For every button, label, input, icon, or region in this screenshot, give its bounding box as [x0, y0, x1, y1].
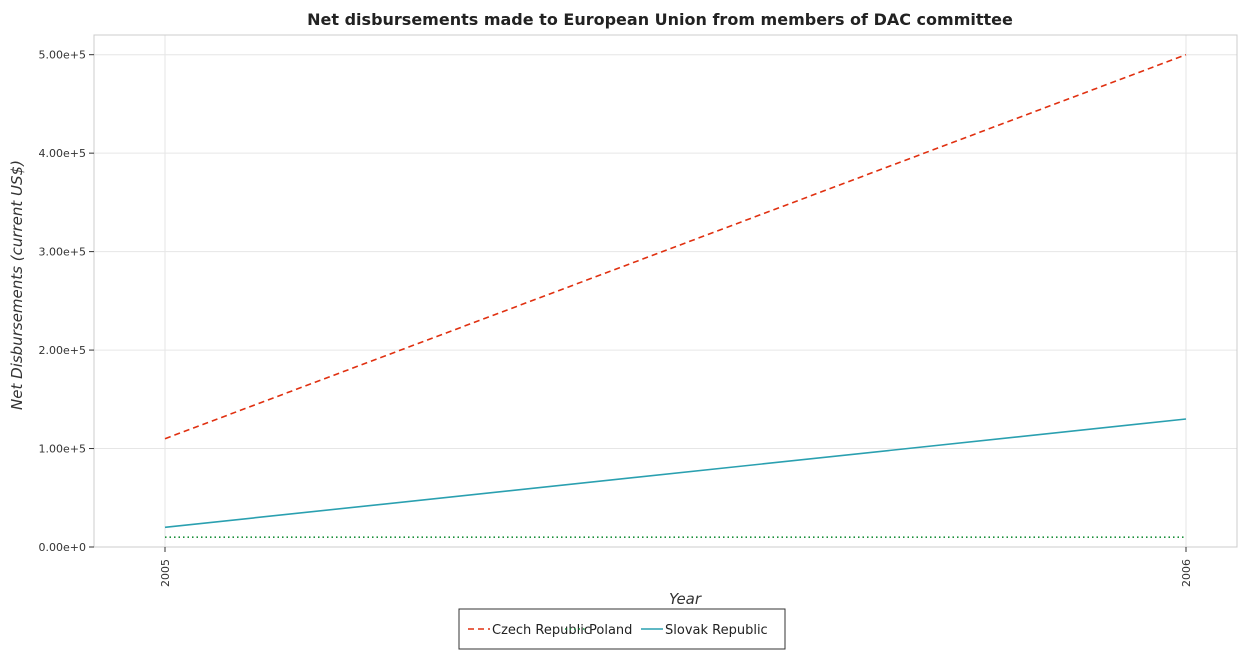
- y-tick-label: 2.00e+5: [39, 344, 86, 357]
- y-tick-label: 3.00e+5: [39, 246, 86, 259]
- series-line-czech-republic: [164, 53, 1187, 440]
- series-line-slovak-republic: [164, 418, 1187, 529]
- x-axis-label: Year: [669, 590, 702, 608]
- y-tick-label: 5.00e+5: [39, 49, 86, 62]
- legend-label: Slovak Republic: [665, 623, 768, 638]
- legend-label: Czech Republic: [492, 623, 591, 638]
- y-tick-label: 4.00e+5: [39, 147, 86, 160]
- series: [164, 53, 1187, 538]
- legend-label: Poland: [589, 623, 632, 638]
- y-axis-ticks: 0.00e+0 1.00e+5 2.00e+5 3.00e+5 4.00e+5 5.00e…: [39, 49, 94, 554]
- x-tick-label: 2005: [159, 559, 172, 587]
- y-tick-label: 0.00e+0: [39, 541, 86, 554]
- plot-area: [93, 34, 1238, 548]
- y-axis-label: Net Disbursements (current US$): [8, 160, 26, 410]
- y-tick-label: 1.00e+5: [39, 443, 86, 456]
- legend-box: [458, 608, 786, 650]
- x-tick-label: 2006: [1180, 559, 1193, 587]
- chart-title: Net disbursements made to European Union…: [307, 10, 1013, 29]
- grid: [94, 35, 1237, 548]
- x-axis-ticks: 2005 2006: [159, 547, 1193, 587]
